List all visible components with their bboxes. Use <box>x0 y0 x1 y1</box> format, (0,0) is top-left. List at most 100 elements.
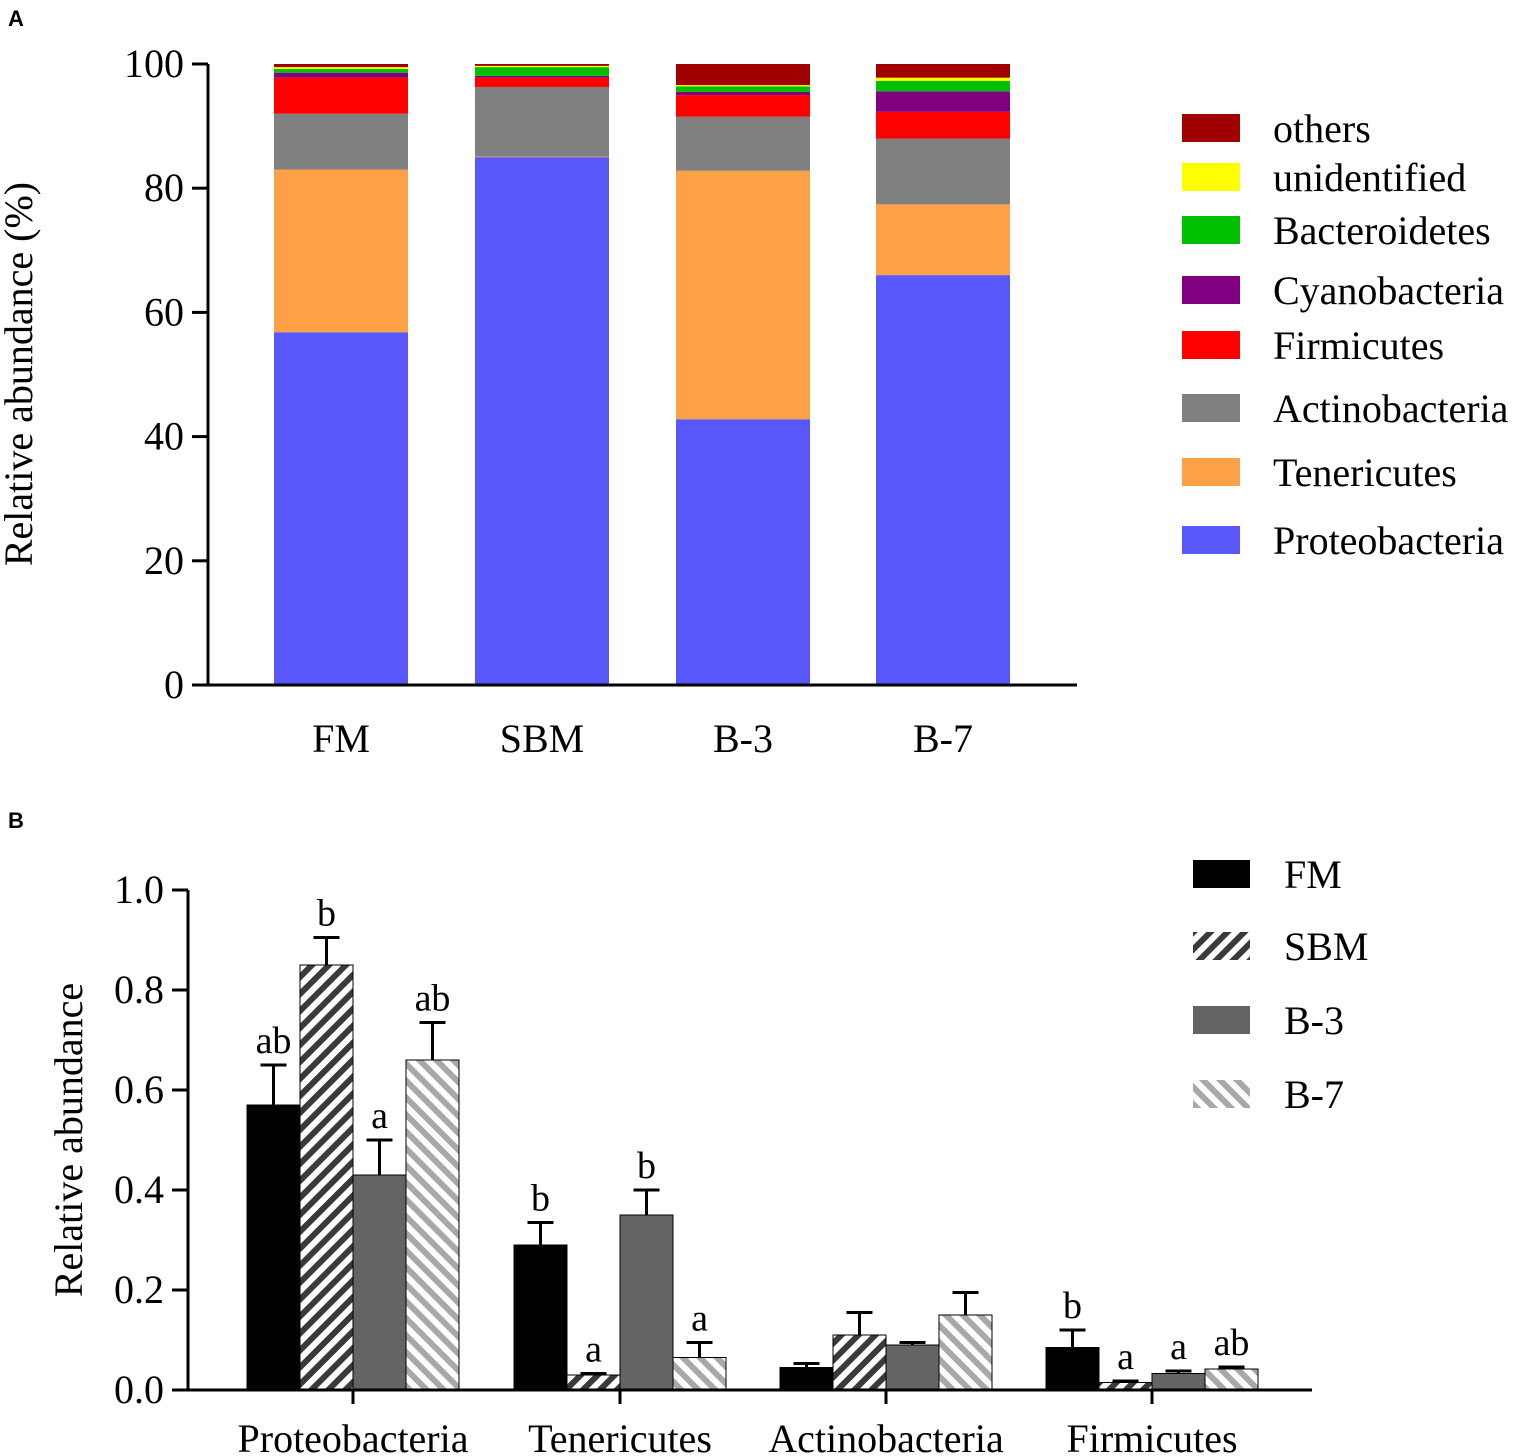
bar-segment-sbm-actinobacteria <box>475 86 609 157</box>
x-tick-label-fm: FM <box>312 716 370 761</box>
bar-segment-b-3-proteobacteria <box>676 419 810 685</box>
x-tick-label-actinobacteria: Actinobacteria <box>768 1416 1004 1456</box>
bar-actinobacteria-b-7 <box>938 1314 993 1391</box>
x-tick-label-firmicutes: Firmicutes <box>1066 1416 1237 1456</box>
bar-firmicutes-fm <box>1045 1347 1100 1391</box>
bar-segment-b-7-cyanobacteria <box>876 91 1010 112</box>
bar-segment-sbm-bacteroidetes <box>475 67 609 76</box>
y-tick-label: 40 <box>144 414 184 459</box>
bar-segment-fm-others <box>274 64 408 68</box>
bar-segment-b-3-actinobacteria <box>676 116 810 171</box>
legend-swatch-unidentified <box>1182 163 1240 191</box>
bar-tenericutes-b-3 <box>619 1214 674 1391</box>
legend-label-firmicutes: Firmicutes <box>1273 323 1444 368</box>
panel-a-label: A <box>8 6 24 31</box>
bar-tenericutes-sbm <box>566 1374 621 1391</box>
bar-segment-sbm-firmicutes <box>475 77 609 87</box>
bar-segment-b-7-tenericutes <box>876 204 1010 276</box>
bar-proteobacteria-b-7 <box>405 1059 460 1391</box>
bar-segment-b-7-others <box>876 64 1010 78</box>
y-tick-label: 20 <box>144 538 184 583</box>
y-tick-label: 1.0 <box>114 867 164 912</box>
legend-swatch-proteobacteria <box>1182 526 1240 554</box>
panel-b-legend: FM SBM B-3 B-7 <box>1193 852 1369 1117</box>
y-tick-label: 0.0 <box>114 1367 164 1412</box>
bar-segment-b-7-actinobacteria <box>876 138 1010 205</box>
bar-segment-fm-firmicutes <box>274 77 408 114</box>
bar-segment-b-7-bacteroidetes <box>876 80 1010 92</box>
legend-label-cyanobacteria: Cyanobacteria <box>1273 268 1504 313</box>
y-tick-label: 80 <box>144 165 184 210</box>
significance-letter: a <box>371 1095 388 1137</box>
significance-letter: a <box>585 1329 602 1371</box>
panel-b-y-axis-label: Relative abundance <box>46 983 91 1297</box>
y-tick-label: 0.4 <box>114 1167 164 1212</box>
y-tick-label: 0.2 <box>114 1267 164 1312</box>
bar-segment-sbm-unidentified <box>475 65 609 68</box>
legend-swatch-b-3 <box>1193 1006 1250 1034</box>
bar-firmicutes-b-3 <box>1151 1373 1206 1391</box>
panel-a-y-axis-label: Relative abundance (%) <box>0 182 41 566</box>
bar-segment-b-7-unidentified <box>876 77 1010 81</box>
bar-segment-fm-cyanobacteria <box>274 72 408 78</box>
significance-letter: a <box>1170 1326 1187 1368</box>
bar-segment-fm-proteobacteria <box>274 332 408 685</box>
legend-label-bacteroidetes: Bacteroidetes <box>1273 208 1491 253</box>
bar-segment-b-3-unidentified <box>676 85 810 87</box>
legend-label-b-7: B-7 <box>1284 1072 1344 1117</box>
legend-swatch-bacteroidetes <box>1182 216 1240 244</box>
panel-b-label: B <box>8 808 24 833</box>
legend-swatch-actinobacteria <box>1182 394 1240 422</box>
significance-letter: b <box>317 893 336 935</box>
legend-swatch-b-7 <box>1193 1080 1250 1108</box>
x-tick-label-sbm: SBM <box>500 716 585 761</box>
significance-letter: b <box>531 1178 550 1220</box>
legend-label-tenericutes: Tenericutes <box>1273 450 1457 495</box>
bar-segment-b-3-others <box>676 64 810 86</box>
y-tick-label: 100 <box>124 41 184 86</box>
legend-swatch-others <box>1182 114 1240 142</box>
bar-segment-fm-actinobacteria <box>274 113 408 170</box>
significance-letter: b <box>637 1145 656 1187</box>
bar-segment-b-3-cyanobacteria <box>676 91 810 96</box>
bar-proteobacteria-b-3 <box>352 1174 407 1391</box>
bar-segment-b-7-proteobacteria <box>876 275 1010 685</box>
bar-segment-fm-unidentified <box>274 67 408 69</box>
bar-tenericutes-b-7 <box>672 1357 727 1391</box>
bar-actinobacteria-fm <box>779 1367 834 1391</box>
bar-actinobacteria-sbm <box>832 1334 887 1391</box>
bar-proteobacteria-sbm <box>299 964 354 1391</box>
legend-label-others: others <box>1273 106 1371 151</box>
significance-letter: a <box>1117 1336 1134 1378</box>
x-tick-label-b-3: B-3 <box>713 716 773 761</box>
significance-letter: ab <box>256 1020 292 1062</box>
x-tick-label-tenericutes: Tenericutes <box>528 1416 712 1456</box>
bar-actinobacteria-b-3 <box>885 1344 940 1391</box>
significance-letter: ab <box>415 978 451 1020</box>
significance-letter: a <box>691 1298 708 1340</box>
legend-label-fm: FM <box>1284 852 1342 897</box>
stacked-bar-chart: Relative abundance (%) 0 20 40 60 80 100 FM SB… <box>0 41 1509 761</box>
bar-proteobacteria-fm <box>246 1104 301 1391</box>
bar-segment-b-3-tenericutes <box>676 170 810 420</box>
bar-segment-b-7-firmicutes <box>876 111 1010 139</box>
y-tick-label: 60 <box>144 289 184 334</box>
bar-segment-b-3-bacteroidetes <box>676 86 810 92</box>
legend-label-b-3: B-3 <box>1284 998 1344 1043</box>
legend-swatch-tenericutes <box>1182 458 1240 486</box>
bar-segment-sbm-cyanobacteria <box>475 75 609 78</box>
legend-swatch-fm <box>1193 860 1250 888</box>
bar-segment-fm-bacteroidetes <box>274 68 408 73</box>
y-tick-label: 0.8 <box>114 967 164 1012</box>
legend-label-unidentified: unidentified <box>1273 155 1466 200</box>
bar-firmicutes-b-7 <box>1204 1368 1259 1391</box>
bar-tenericutes-fm <box>513 1244 568 1391</box>
bar-segment-b-3-firmicutes <box>676 95 810 117</box>
legend-label-actinobacteria: Actinobacteria <box>1273 386 1509 431</box>
bar-segment-sbm-tenericutes <box>475 156 609 158</box>
significance-letter: b <box>1063 1285 1082 1327</box>
legend-swatch-firmicutes <box>1182 331 1240 359</box>
